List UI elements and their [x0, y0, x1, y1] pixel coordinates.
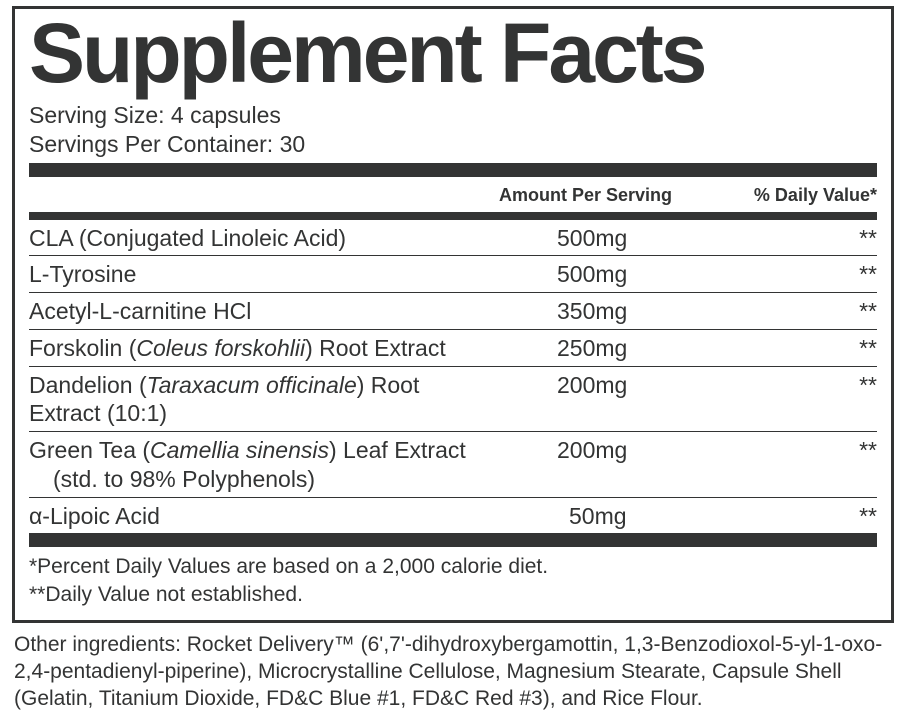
table-row: Forskolin (Coleus forskohlii) Root Extra… — [29, 329, 877, 366]
ingredient-name: CLA (Conjugated Linoleic Acid) — [29, 224, 499, 253]
footnotes: *Percent Daily Values are based on a 2,0… — [29, 547, 877, 610]
divider-thick-top — [29, 163, 877, 177]
ingredient-daily-value: ** — [709, 436, 877, 465]
serving-info: Serving Size: 4 capsules Servings Per Co… — [29, 101, 877, 163]
ingredient-daily-value: ** — [709, 260, 877, 289]
ingredient-name: Forskolin (Coleus forskohlii) Root Extra… — [29, 334, 499, 363]
ingredient-name: Dandelion (Taraxacum officinale) Root Ex… — [29, 371, 499, 429]
ingredient-daily-value: ** — [709, 371, 877, 400]
table-row: Dandelion (Taraxacum officinale) Root Ex… — [29, 366, 877, 432]
serving-size: Serving Size: 4 capsules — [29, 101, 877, 130]
divider-thick-bottom — [29, 533, 877, 547]
ingredient-amount: 200mg — [499, 436, 709, 465]
ingredient-amount: 500mg — [499, 260, 709, 289]
ingredient-amount: 350mg — [499, 297, 709, 326]
ingredient-amount: 250mg — [499, 334, 709, 363]
table-row: CLA (Conjugated Linoleic Acid)500mg** — [29, 220, 877, 256]
footnote-dv-basis: *Percent Daily Values are based on a 2,0… — [29, 553, 877, 580]
ingredient-table: CLA (Conjugated Linoleic Acid)500mg**L-T… — [29, 220, 877, 534]
divider-med-header — [29, 212, 877, 220]
table-row: Acetyl-L-carnitine HCl350mg** — [29, 292, 877, 329]
footnote-dv-not-established: **Daily Value not established. — [29, 581, 877, 608]
ingredient-daily-value: ** — [709, 297, 877, 326]
column-headers: Amount Per Serving % Daily Value* — [29, 177, 877, 212]
ingredient-name: L-Tyrosine — [29, 260, 499, 289]
header-amount: Amount Per Serving — [499, 185, 709, 206]
panel-title: Supplement Facts — [29, 9, 877, 101]
other-ingredients: Other ingredients: Rocket Delivery™ (6',… — [12, 623, 894, 713]
ingredient-amount: 200mg — [499, 371, 709, 400]
ingredient-amount: 500mg — [499, 224, 709, 253]
table-row: Green Tea (Camellia sinensis) Leaf Extra… — [29, 431, 877, 497]
table-row: α-Lipoic Acid50mg** — [29, 497, 877, 534]
ingredient-amount: 50mg — [499, 502, 709, 531]
table-row: L-Tyrosine500mg** — [29, 255, 877, 292]
ingredient-name: Green Tea (Camellia sinensis) Leaf Extra… — [29, 436, 499, 494]
ingredient-name: Acetyl-L-carnitine HCl — [29, 297, 499, 326]
header-daily-value: % Daily Value* — [709, 185, 877, 206]
supplement-facts-panel: Supplement Facts Serving Size: 4 capsule… — [12, 6, 894, 623]
ingredient-daily-value: ** — [709, 334, 877, 363]
servings-per-container: Servings Per Container: 30 — [29, 130, 877, 159]
ingredient-daily-value: ** — [709, 502, 877, 531]
ingredient-name: α-Lipoic Acid — [29, 502, 499, 531]
ingredient-daily-value: ** — [709, 224, 877, 253]
